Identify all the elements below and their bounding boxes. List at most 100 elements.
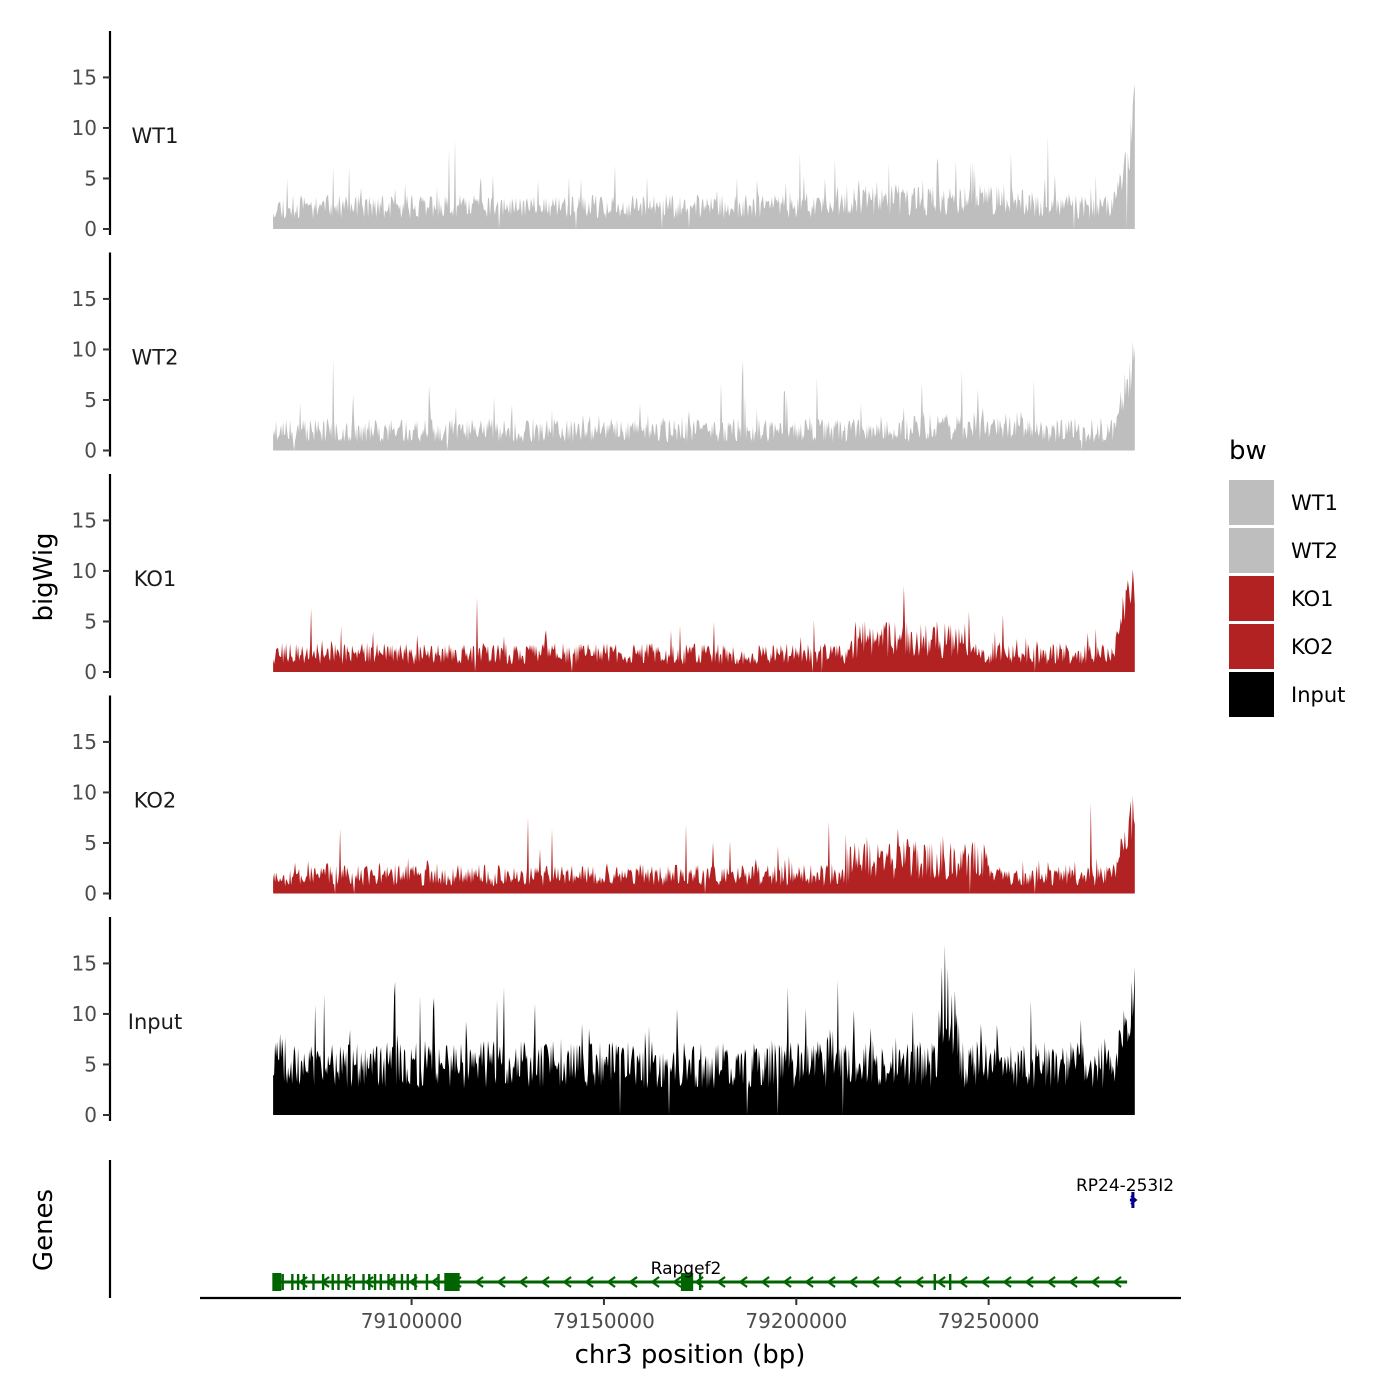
y-tick-label: 10 (72, 1002, 97, 1026)
gene-exon (312, 1274, 315, 1290)
gene-exon (331, 1274, 334, 1290)
track-label-wt1: WT1 (132, 124, 179, 148)
gene-exon (393, 1274, 396, 1290)
gene-exon (321, 1274, 325, 1290)
y-axis-title: bigWig (29, 532, 59, 621)
strand-arrow (1090, 1276, 1100, 1288)
track-panel-ko1: 0 5 10 15 KO1 (72, 474, 1135, 684)
gene-exon (362, 1274, 365, 1290)
legend-swatch-input (1229, 672, 1274, 717)
y-tick-label: 0 (84, 439, 97, 463)
strand-arrow (540, 1276, 550, 1288)
gene-label: RP24-253I2 (1076, 1176, 1174, 1196)
strand-arrow (716, 1276, 726, 1288)
gene-exon-block (272, 1273, 282, 1291)
tracks-layer: 0 5 10 15 WT1 0 5 10 15 WT2 0 5 10 15 KO1 0 5 10 15 KO2 0 5 10… (72, 31, 1135, 1127)
y-tick-label: 15 (72, 65, 97, 89)
gene-rapgef2: Rapgef2 (272, 1259, 1128, 1291)
strand-arrow (1130, 1195, 1138, 1205)
track-panel-ko2: 0 5 10 15 KO2 (72, 695, 1135, 906)
gene-exon (296, 1274, 300, 1290)
gene-exon (352, 1274, 356, 1290)
strand-arrow (650, 1276, 660, 1288)
strand-arrow (892, 1276, 902, 1288)
strand-arrow (364, 1276, 374, 1288)
strand-arrow (958, 1276, 968, 1288)
gene-exon (387, 1274, 390, 1290)
strand-arrow (518, 1276, 528, 1288)
strand-arrow (628, 1276, 638, 1288)
signal-area-wt2 (273, 341, 1135, 451)
signal-area-ko1 (273, 569, 1135, 672)
x-axis: 79100000 79150000 79200000 79250000 (200, 1296, 1181, 1333)
strand-arrow (1024, 1276, 1034, 1288)
track-label-ko2: KO2 (134, 789, 177, 813)
strand-arrow (936, 1276, 946, 1288)
y-tick-label: 10 (72, 116, 97, 140)
legend-label-ko2: KO2 (1291, 635, 1334, 659)
strand-arrow (760, 1276, 770, 1288)
legend-label-input: Input (1291, 683, 1345, 707)
gene-rp24-253i2: RP24-253I2 (1076, 1176, 1174, 1208)
signal-area-wt1 (273, 84, 1135, 230)
y-tick-label: 5 (84, 166, 97, 190)
y-tick-label: 10 (72, 780, 97, 804)
strand-arrow (804, 1276, 814, 1288)
strand-arrow (584, 1276, 594, 1288)
strand-arrow (870, 1276, 880, 1288)
track-panel-wt1: 0 5 10 15 WT1 (72, 31, 1135, 241)
gene-exon (281, 1274, 284, 1290)
x-tick-label: 79200000 (745, 1309, 847, 1333)
y-tick-label: 0 (84, 660, 97, 684)
gene-exon (1131, 1192, 1135, 1208)
strand-arrow (606, 1276, 616, 1288)
gene-exon (933, 1274, 936, 1290)
strand-arrow (1112, 1276, 1122, 1288)
legend-title: bw (1229, 436, 1267, 466)
gene-exon (414, 1274, 417, 1290)
strand-arrow (430, 1276, 440, 1288)
signal-area-ko2 (273, 796, 1135, 894)
strand-arrow (342, 1276, 352, 1288)
gene-exon-block (444, 1273, 460, 1291)
gene-exon (368, 1274, 371, 1290)
x-tick-label: 79250000 (938, 1309, 1040, 1333)
y-tick-label: 0 (84, 882, 97, 906)
track-panel-wt2: 0 5 10 15 WT2 (72, 252, 1135, 463)
track-label-input: Input (128, 1010, 182, 1034)
legend-swatch-wt1 (1229, 480, 1274, 525)
legend: bw WT1 WT2 KO1 KO2 Input (1229, 436, 1345, 717)
track-panel-input: 0 5 10 15 Input (72, 917, 1135, 1127)
legend-label-wt1: WT1 (1291, 491, 1338, 515)
signal-area-input (273, 944, 1135, 1115)
y-tick-label: 15 (72, 951, 97, 975)
strand-arrow (1068, 1276, 1078, 1288)
y-tick-label: 0 (84, 1103, 97, 1127)
gene-exon (425, 1274, 429, 1290)
strand-arrow (474, 1276, 484, 1288)
gene-exon (373, 1274, 377, 1290)
genes-layer: Rapgef2 RP24-253I2 (108, 1160, 1174, 1298)
y-tick-label: 10 (72, 559, 97, 583)
y-tick-label: 5 (84, 1052, 97, 1076)
gene-exon (437, 1274, 440, 1290)
strand-arrow (848, 1276, 858, 1288)
x-axis-title: chr3 position (bp) (575, 1340, 806, 1370)
gene-exon (291, 1274, 294, 1290)
gene-exon (337, 1274, 340, 1290)
strand-arrow (1046, 1276, 1056, 1288)
gene-exon (698, 1274, 702, 1290)
strand-arrow (782, 1276, 792, 1288)
gene-exon-block (680, 1273, 694, 1291)
strand-arrow (738, 1276, 748, 1288)
y-tick-label: 5 (84, 388, 97, 412)
legend-swatch-wt2 (1229, 528, 1274, 573)
x-tick-label: 79150000 (553, 1309, 655, 1333)
strand-arrow (562, 1276, 572, 1288)
gene-exon (406, 1274, 409, 1290)
y-tick-label: 0 (84, 217, 97, 241)
x-tick-label: 79100000 (361, 1309, 463, 1333)
y-tick-label: 15 (72, 508, 97, 532)
strand-arrow (980, 1276, 990, 1288)
